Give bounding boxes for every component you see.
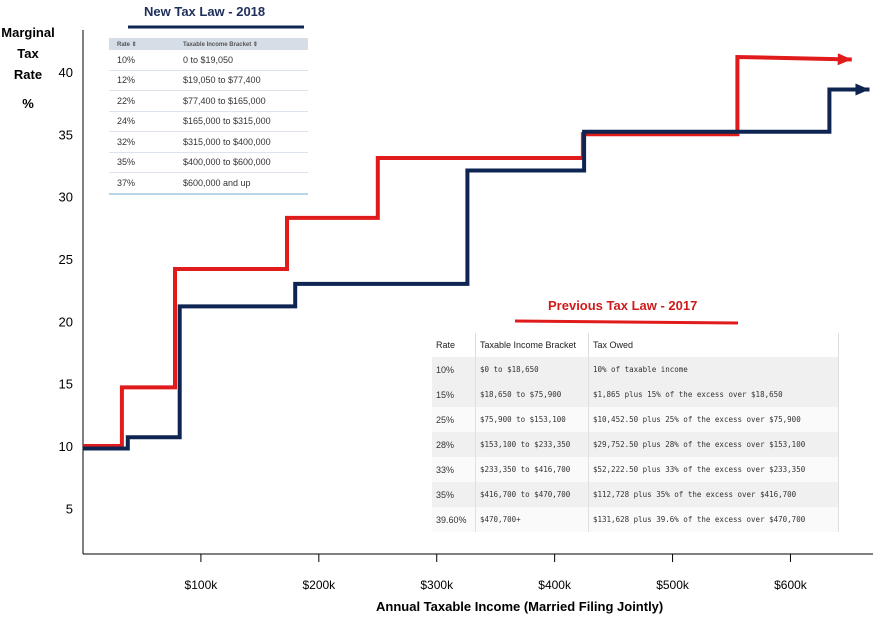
new-law-bracket-cell: $165,000 to $315,000 [175,111,308,132]
axes [82,30,873,555]
new-law-header-row: Rate ⇕ Taxable Income Bracket ⇕ [109,38,308,50]
old-law-row: 25% $75,900 to $153,100 $10,452.50 plus 25… [432,407,839,432]
old-law-rate-cell: 15% [432,382,476,407]
old-law-rate-cell: 28% [432,432,476,457]
old-law-row: 15% $18,650 to $75,900 $1,865 plus 15% of … [432,382,839,407]
new-law-bracket-cell: $77,400 to $165,000 [175,90,308,112]
new-law-bracket-cell: $19,050 to $77,400 [175,70,308,91]
x-tick-label: $400k [538,578,572,592]
old-law-tax-owed-cell: $52,222.50 plus 33% of the excess over $… [588,457,839,482]
old-law-bracket-cell: $75,900 to $153,100 [475,407,589,432]
old-law-tax-owed-cell: $112,728 plus 35% of the excess over $41… [588,482,839,507]
old-law-arrowhead [837,53,852,66]
y-tick-label: 35 [59,127,73,142]
old-law-rate-line [83,54,852,448]
old-law-header-row: Rate Taxable Income Bracket Tax Owed [432,333,839,357]
new-law-rate-line [83,87,870,451]
old-law-tax-owed-cell: $29,752.50 plus 28% of the excess over $… [588,432,839,457]
x-tick-label: $300k [420,578,454,592]
new-law-row: 35% $400,000 to $600,000 [109,152,308,173]
old-law-row: 28% $153,100 to $233,350 $29,752.50 plus 2… [432,432,839,457]
new-law-rate-cell: 37% [109,172,175,195]
old-law-title-underline [514,319,739,325]
old-law-table-body: 10% $0 to $18,650 10% of taxable income 15%… [432,357,839,532]
old-law-tax-owed-cell: $131,628 plus 39.6% of the excess over $… [588,507,839,532]
y-tick-label: 40 [59,65,73,80]
old-law-row: 33% $233,350 to $416,700 $52,222.50 plus 3… [432,457,839,482]
new-law-row: 32% $315,000 to $400,000 [109,131,308,153]
new-law-bracket-cell: $600,000 and up [175,172,308,195]
new-law-row: 37% $600,000 and up [109,172,308,195]
x-ticks: $100k $200k $300k $400k $500k $600k [185,554,808,592]
x-axis-label: Annual Taxable Income (Married Filing Jo… [376,599,664,614]
old-law-bracket-cell: $233,350 to $416,700 [475,457,589,482]
old-law-rate-header: Rate [432,333,476,357]
new-law-row: 22% $77,400 to $165,000 [109,90,308,112]
old-law-bracket-cell: $0 to $18,650 [475,357,589,382]
old-law-tax-owed-cell: $1,865 plus 15% of the excess over $18,6… [588,382,839,407]
old-law-row: 10% $0 to $18,650 10% of taxable income [432,357,839,382]
old-law-row: 39.60% $470,700+ $131,628 plus 39.6% of th… [432,507,839,532]
old-law-rate-cell: 25% [432,407,476,432]
x-tick-label: $500k [656,578,690,592]
old-law-bracket-header: Taxable Income Bracket [475,333,589,357]
old-law-tax-owed-cell: $10,452.50 plus 25% of the excess over $… [588,407,839,432]
new-law-bracket-cell: $315,000 to $400,000 [175,131,308,153]
new-law-bracket-cell: 0 to $19,050 [175,50,308,71]
new-law-bracket-cell: $400,000 to $600,000 [175,152,308,173]
old-law-table: Rate Taxable Income Bracket Tax Owed 10%… [432,333,839,532]
new-law-row: 12% $19,050 to $77,400 [109,70,308,91]
new-law-table: Rate ⇕ Taxable Income Bracket ⇕ 10% 0 to … [109,38,308,195]
old-law-title: Previous Tax Law - 2017 [548,298,698,313]
x-tick-label: $600k [774,578,808,592]
new-law-rate-cell: 32% [109,131,175,153]
old-law-row: 35% $416,700 to $470,700 $112,728 plus 35%… [432,482,839,507]
new-law-rate-cell: 35% [109,152,175,173]
y-ticks: 5 10 15 20 25 30 35 40 [59,65,73,516]
old-law-bracket-cell: $153,100 to $233,350 [475,432,589,457]
y-tick-label: 5 [66,501,73,516]
y-tick-label: 15 [59,377,73,392]
y-tick-label: 25 [59,252,73,267]
new-law-row: 24% $165,000 to $315,000 [109,111,308,132]
y-label-percent: % [22,96,34,111]
new-law-rate-cell: 24% [109,111,175,132]
old-law-rate-cell: 35% [432,482,476,507]
new-law-rate-cell: 12% [109,70,175,91]
new-law-rate-header[interactable]: Rate ⇕ [109,38,175,50]
y-axis-label: Marginal Tax Rate % [0,22,56,114]
new-law-title: New Tax Law - 2018 [144,4,266,19]
old-law-rate-cell: 39.60% [432,507,476,532]
y-label-line-2: Tax [17,46,39,61]
y-tick-label: 20 [59,314,73,329]
new-law-arrowhead [855,83,870,96]
y-label-line-1: Marginal [1,25,55,40]
series-lines [83,53,870,451]
old-law-bracket-cell: $416,700 to $470,700 [475,482,589,507]
old-law-rate-cell: 33% [432,457,476,482]
y-tick-label: 10 [59,439,73,454]
old-law-tax-owed-cell: 10% of taxable income [588,357,839,382]
old-law-bracket-cell: $470,700+ [475,507,589,532]
new-law-rate-cell: 10% [109,50,175,71]
new-law-table-body: 10% 0 to $19,050 12% $19,050 to $77,400 22% $… [109,50,308,195]
x-tick-label: $100k [185,578,219,592]
new-law-bracket-header[interactable]: Taxable Income Bracket ⇕ [175,38,308,50]
y-label-line-3: Rate [13,67,43,82]
old-law-rate-cell: 10% [432,357,476,382]
old-law-tax-owed-header: Tax Owed [588,333,839,357]
new-law-rate-cell: 22% [109,90,175,112]
y-tick-label: 30 [59,190,73,205]
old-law-bracket-cell: $18,650 to $75,900 [475,382,589,407]
x-tick-label: $200k [302,578,336,592]
new-law-row: 10% 0 to $19,050 [109,50,308,71]
